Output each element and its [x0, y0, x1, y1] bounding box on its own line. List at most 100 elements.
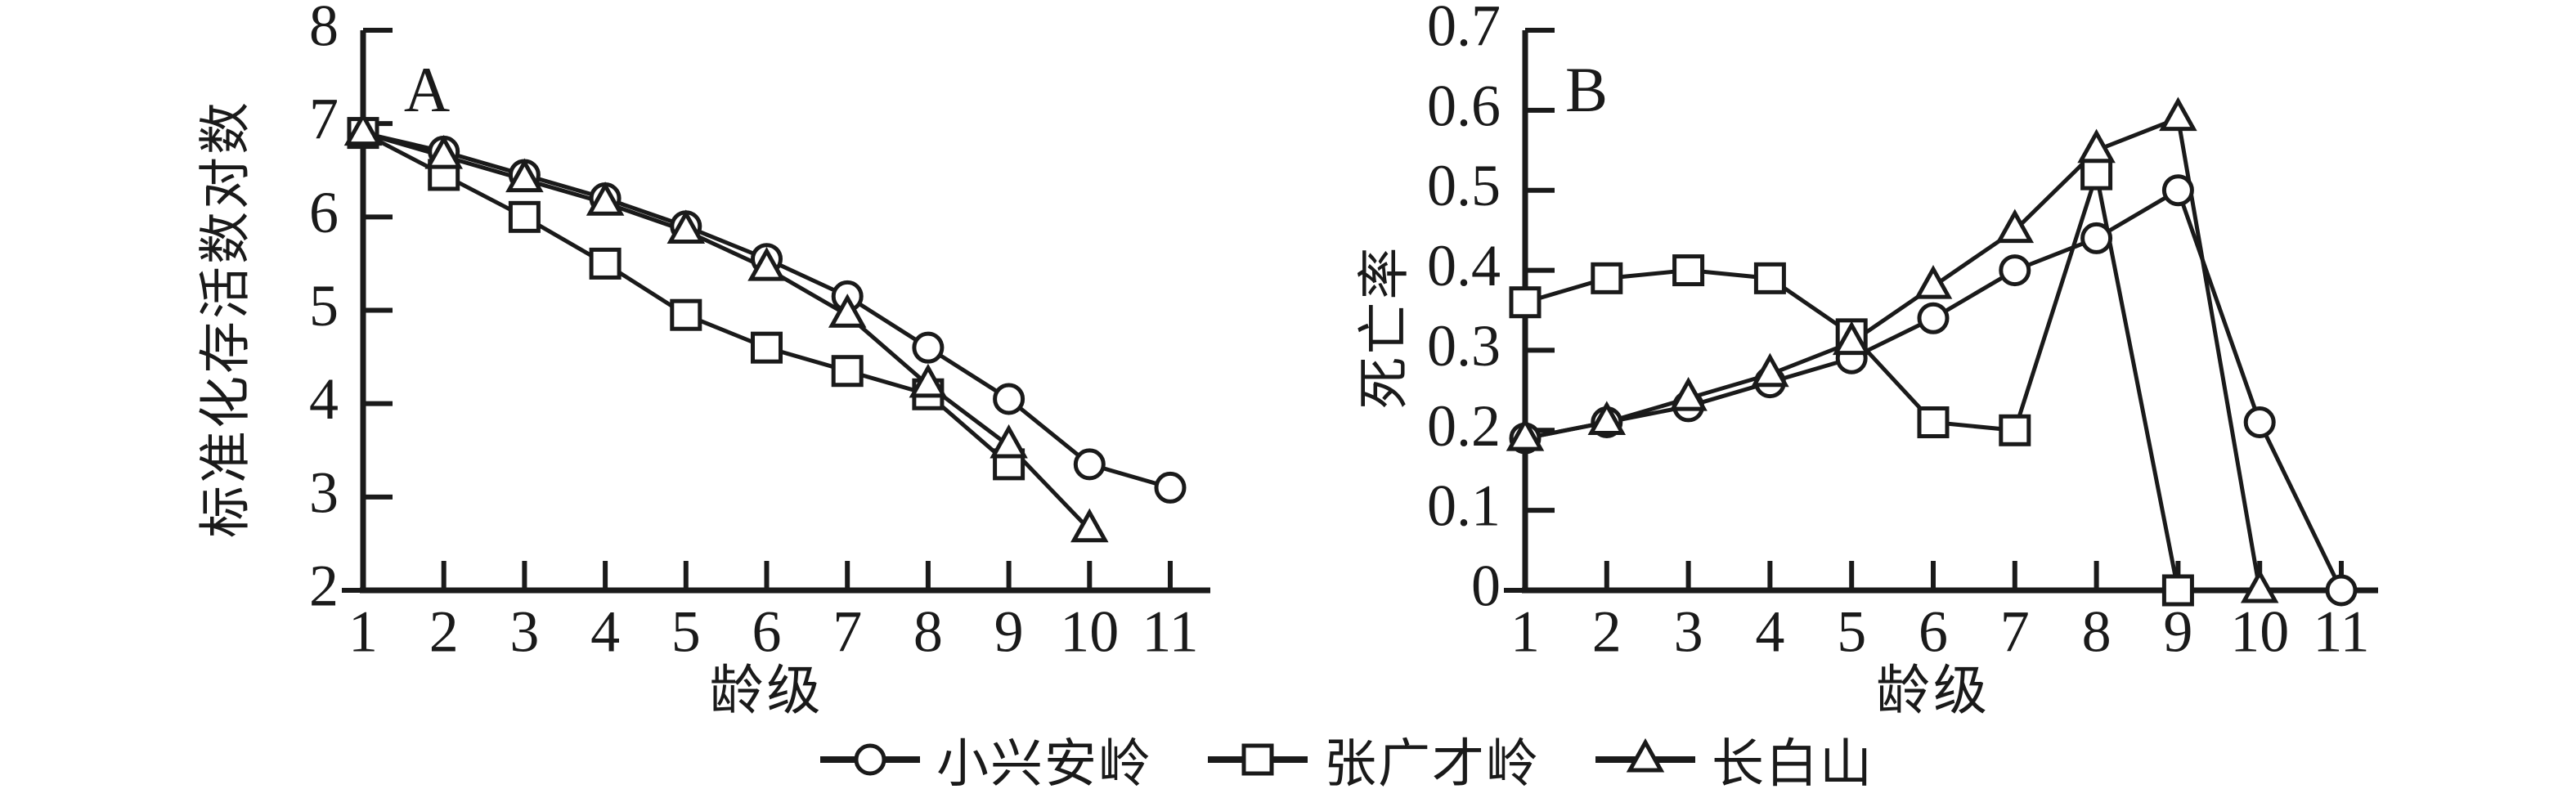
data-point-circle-icon	[1999, 254, 2031, 287]
chart-B-canvas: 0 0.1 0.2 0.3 0.4 0.5 0.6 0.7 1 2 3 4 5 6 7 8 9 10 11 龄级 死亡率…	[1356, 0, 2378, 721]
y-tick-label: 7	[309, 87, 339, 152]
data-point-circle-icon	[2243, 406, 2276, 438]
legend-item-2: 张广才岭	[1205, 722, 1540, 797]
x-tick-label: 7	[832, 599, 862, 665]
x-tick-label: 10	[2230, 599, 2289, 665]
data-point-triangle-icon	[2077, 128, 2116, 164]
legend-label: 长白山	[1712, 735, 1874, 793]
data-point-square-icon	[1917, 406, 1950, 438]
x-tick-label: 9	[994, 599, 1024, 665]
series-line-triangle	[362, 131, 1092, 531]
x-tick-label: 11	[2313, 599, 2369, 665]
data-point-square-icon	[1753, 262, 1786, 294]
survival-log-chart-panel-a: 2 3 4 5 6 7 8 1 2 3 4 5 6 7 8 9 10 11 龄级 标准化存活数对数 A	[197, 0, 1210, 721]
data-point-square-icon	[2161, 574, 2194, 607]
data-point-circle-icon	[1154, 471, 1187, 504]
data-point-circle-icon	[993, 383, 1025, 415]
x-tick-label: 6	[1919, 599, 1948, 665]
x-tick-label: 8	[2082, 599, 2112, 665]
data-point-square-icon	[1509, 286, 1542, 319]
data-point-triangle-icon	[1669, 377, 1708, 411]
y-tick-label: 8	[309, 0, 339, 59]
series-line-square	[361, 131, 1011, 466]
y-tick-label: 2	[309, 554, 339, 619]
legend-item-3: 长白山	[1592, 722, 1874, 797]
data-point-triangle-icon	[666, 209, 706, 244]
y-tick-label: 0.3	[1427, 313, 1501, 379]
data-point-triangle-icon	[505, 158, 544, 193]
data-point-triangle-icon	[1832, 321, 1871, 356]
legend-square-swatch	[1208, 743, 1308, 776]
data-point-circle-icon	[2080, 222, 2113, 254]
x-tick-label: 6	[752, 599, 782, 665]
data-point-triangle-icon	[747, 247, 786, 281]
y-axis-title: 死亡率	[1356, 245, 1414, 410]
data-point-triangle-icon	[2240, 568, 2279, 603]
data-point-square-icon	[508, 200, 541, 233]
data-point-circle-icon	[1073, 448, 1106, 481]
data-point-triangle-icon	[990, 424, 1028, 459]
data-point-square-icon	[1999, 414, 2031, 446]
series-line-square	[1524, 173, 2180, 591]
y-tick-label: 4	[309, 366, 339, 432]
data-point-triangle-icon	[424, 135, 463, 169]
y-tick-label: 0.5	[1427, 153, 1501, 218]
data-point-square-icon	[589, 247, 622, 280]
x-tick-label: 11	[1142, 599, 1198, 665]
y-axis-title: 标准化存活数对数	[197, 100, 255, 538]
data-point-triangle-icon	[828, 294, 867, 328]
y-tick-label: 6	[309, 180, 339, 245]
mortality-rate-chart-panel-b: 0 0.1 0.2 0.3 0.4 0.5 0.6 0.7 1 2 3 4 5 6 7 8 9 10 11 龄级 死亡率…	[1288, 0, 2576, 798]
data-point-triangle-icon	[343, 111, 383, 146]
x-tick-label: 4	[590, 599, 620, 665]
x-tick-label: 1	[348, 599, 378, 665]
data-point-triangle-icon	[1751, 352, 1789, 388]
data-point-triangle-icon	[1995, 208, 2035, 244]
x-tick-label: 5	[671, 599, 701, 665]
y-tick-label: 0.6	[1427, 73, 1501, 138]
data-point-square-icon	[1591, 262, 1623, 294]
x-tick-label: 1	[1510, 599, 1540, 665]
data-point-square-icon	[670, 298, 702, 331]
legend-label: 小兴安岭	[936, 735, 1152, 793]
x-tick-label: 4	[1755, 599, 1784, 665]
data-point-triangle-icon	[1070, 508, 1109, 543]
panel-label: A	[404, 54, 450, 125]
y-tick-label: 0	[1471, 554, 1501, 619]
x-tick-label: 7	[2000, 599, 2030, 665]
series-line-circle	[1524, 187, 2344, 592]
data-point-square-icon	[831, 355, 864, 388]
data-point-triangle-icon	[909, 363, 948, 398]
y-tick-label: 3	[309, 460, 339, 525]
x-axis-title: 龄级	[1876, 661, 1990, 721]
x-tick-label: 10	[1060, 599, 1119, 665]
panel-label: B	[1565, 54, 1608, 125]
series-line-circle	[362, 131, 1171, 490]
legend-square-icon	[1241, 743, 1274, 776]
legend-item-1: 小兴安岭	[817, 722, 1152, 797]
data-point-triangle-icon	[586, 182, 625, 216]
data-point-square-icon	[2080, 158, 2113, 191]
x-tick-label: 3	[509, 599, 539, 665]
y-tick-label: 0.1	[1427, 473, 1501, 539]
x-tick-label: 9	[2163, 599, 2192, 665]
legend-circle-swatch	[820, 743, 920, 776]
y-tick-label: 5	[309, 273, 339, 338]
data-point-circle-icon	[912, 331, 945, 364]
x-tick-label: 3	[1674, 599, 1703, 665]
y-tick-label: 0.4	[1427, 233, 1501, 298]
legend-circle-icon	[854, 743, 886, 776]
data-point-triangle-icon	[1914, 265, 1953, 299]
data-point-square-icon	[751, 331, 783, 364]
legend-triangle-icon	[1626, 737, 1665, 773]
y-tick-label: 0.2	[1427, 393, 1501, 459]
x-tick-label: 8	[913, 599, 943, 665]
x-tick-label: 2	[1592, 599, 1622, 665]
data-point-triangle-icon	[1587, 401, 1627, 435]
x-axis-title: 龄级	[710, 661, 824, 721]
data-point-square-icon	[1672, 254, 1705, 287]
data-point-triangle-icon	[1506, 416, 1545, 451]
data-point-circle-icon	[1917, 302, 1950, 334]
